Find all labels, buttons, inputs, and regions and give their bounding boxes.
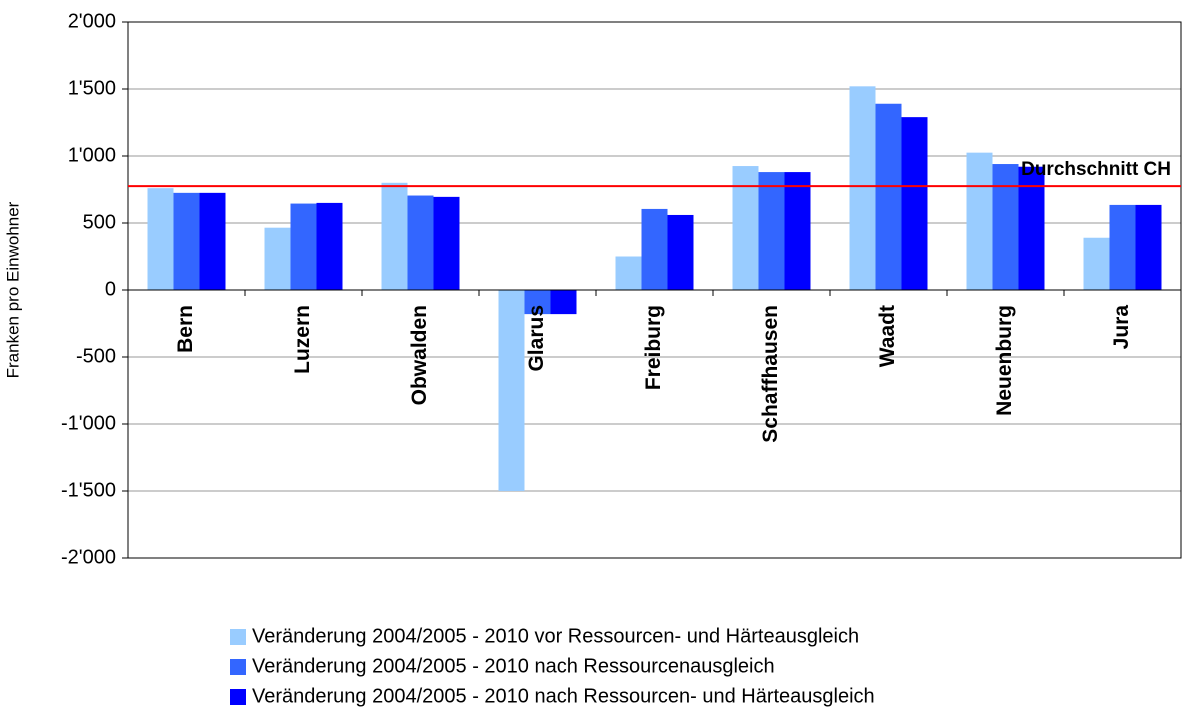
bar [316,202,343,290]
bar [550,290,577,315]
x-tick-label: Obwalden [408,305,431,405]
x-tick-label: Jura [1110,305,1133,350]
bar [381,182,408,290]
y-axis-title: Franken pro Einwohner [3,201,22,378]
bar [732,166,759,290]
y-tick-label: -500 [76,345,116,367]
bar [901,117,928,290]
bar [849,86,876,290]
bar [667,214,694,290]
bar [641,208,668,290]
bar [147,188,174,290]
bar [290,203,317,290]
legend-label: Veränderung 2004/2005 - 2010 vor Ressour… [252,625,859,647]
y-tick-label: -1'500 [61,479,116,501]
bar [433,196,460,290]
bar [199,192,226,290]
y-tick-label: 500 [83,211,116,233]
x-tick-label: Waadt [876,305,899,367]
bar [615,256,642,290]
bar [173,192,200,290]
x-tick-label: Neuenburg [993,305,1016,416]
y-tick-label: 1'000 [68,144,116,166]
bar [498,290,525,491]
bar [784,172,811,290]
reference-label: Durchschnitt CH [1021,159,1171,180]
legend-swatch [230,629,246,645]
legend-label: Veränderung 2004/2005 - 2010 nach Ressou… [252,685,875,707]
y-tick-label: 0 [105,278,116,300]
bar [875,103,902,291]
x-tick-label: Luzern [291,305,314,374]
bar [264,227,291,290]
y-tick-label: 2'000 [68,10,116,32]
bar [524,290,551,315]
bar [1109,204,1136,290]
y-tick-label: 1'500 [68,77,116,99]
bar [758,172,785,290]
legend-swatch [230,659,246,675]
x-tick-label: Freiburg [642,305,665,390]
y-tick-label: -1'000 [61,412,116,434]
x-tick-label: Glarus [525,305,548,372]
legend-swatch [230,689,246,705]
bar [1018,166,1045,290]
bar [992,164,1019,290]
bar [1135,204,1162,290]
legend-label: Veränderung 2004/2005 - 2010 nach Ressou… [252,655,775,677]
x-tick-label: Schaffhausen [759,305,782,443]
bar [966,152,993,290]
bar [407,195,434,290]
bar [1083,237,1110,290]
x-tick-label: Bern [174,305,197,353]
y-tick-label: -2'000 [61,546,116,568]
